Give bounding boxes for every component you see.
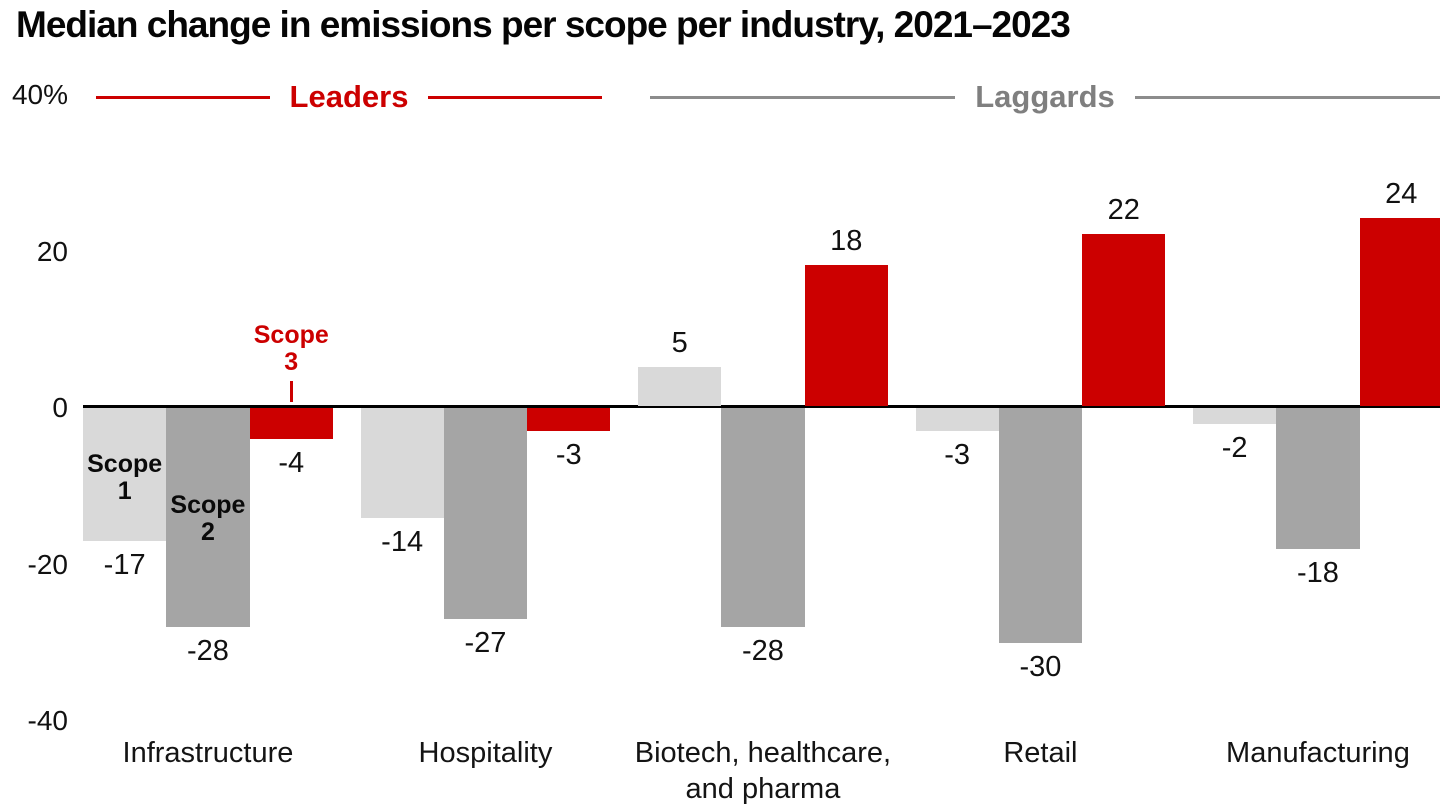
leaders-section-header: Leaders <box>96 79 602 114</box>
bar-scope-2-retail <box>998 408 1083 643</box>
value-label-scope-1-infrastructure: -17 <box>103 549 146 582</box>
bar-scope-1-biotech-healthcare-and-pharma <box>638 366 722 406</box>
bar-scope-3-infrastructure <box>249 408 333 440</box>
laggards-section-header: Laggards <box>650 79 1440 114</box>
scope-2-annotation: Scope 2 <box>170 491 246 546</box>
leaders-right-rule <box>428 95 602 99</box>
laggards-right-rule <box>1134 95 1440 99</box>
value-label-scope-2-retail: -30 <box>1019 650 1062 683</box>
bar-scope-1-infrastructure <box>83 408 167 542</box>
value-label-scope-3-retail: 22 <box>1107 193 1140 226</box>
bar-scope-1-manufacturing <box>1193 408 1277 424</box>
bar-scope-2-manufacturing <box>1276 408 1360 549</box>
chart-title: Median change in emissions per scope per… <box>16 4 1071 45</box>
value-label-scope-2-biotech-healthcare-and-pharma: -28 <box>741 635 784 668</box>
y-axis-tick-20: 20 <box>36 235 68 267</box>
category-label-hospitality: Hospitality <box>418 737 553 769</box>
bar-scope-3-hospitality <box>527 408 611 432</box>
value-label-scope-1-hospitality: -14 <box>381 525 424 558</box>
category-label-retail: Retail <box>1003 737 1078 769</box>
leaders-left-rule <box>96 95 270 99</box>
value-label-scope-3-infrastructure: -4 <box>278 447 305 480</box>
laggards-left-rule <box>650 95 956 99</box>
value-label-scope-2-infrastructure: -28 <box>186 635 229 668</box>
leaders-label: Leaders <box>289 79 409 114</box>
scope-3-connector-tick <box>290 381 294 402</box>
y-axis-tick--20: -20 <box>27 548 68 580</box>
category-label-infrastructure: Infrastructure <box>122 737 294 769</box>
bar-scope-3-retail <box>1082 233 1166 406</box>
value-label-scope-2-manufacturing: -18 <box>1296 556 1339 589</box>
scope-3-annotation: Scope 3 <box>253 321 329 376</box>
category-label-manufacturing: Manufacturing <box>1226 737 1410 769</box>
bar-scope-2-biotech-healthcare-and-pharma <box>721 408 805 628</box>
zero-baseline <box>83 405 1440 408</box>
value-label-scope-3-hospitality: -3 <box>555 439 582 472</box>
value-label-scope-1-manufacturing: -2 <box>1221 431 1248 464</box>
value-label-scope-3-biotech-healthcare-and-pharma: 18 <box>830 225 863 258</box>
value-label-scope-1-biotech-healthcare-and-pharma: 5 <box>671 326 688 359</box>
y-axis-tick-40: 40% <box>11 79 68 110</box>
bar-scope-1-retail <box>915 408 999 432</box>
laggards-label: Laggards <box>975 79 1115 114</box>
bar-scope-3-manufacturing <box>1359 218 1440 406</box>
value-label-scope-2-hospitality: -27 <box>464 627 507 660</box>
bar-scope-1-hospitality <box>360 408 444 518</box>
scope-1-annotation: Scope 1 <box>87 450 163 505</box>
y-axis-tick--40: -40 <box>27 705 68 736</box>
category-label-biotech-healthcare-and-pharma: Biotech, healthcare, and pharma <box>634 737 892 805</box>
bar-scope-3-biotech-healthcare-and-pharma <box>804 265 888 406</box>
value-label-scope-1-retail: -3 <box>944 439 971 472</box>
bar-scope-2-hospitality <box>443 408 528 620</box>
value-label-scope-3-manufacturing: 24 <box>1385 178 1418 211</box>
bar-scope-2-infrastructure <box>166 408 250 628</box>
y-axis-tick-0: 0 <box>52 392 68 423</box>
